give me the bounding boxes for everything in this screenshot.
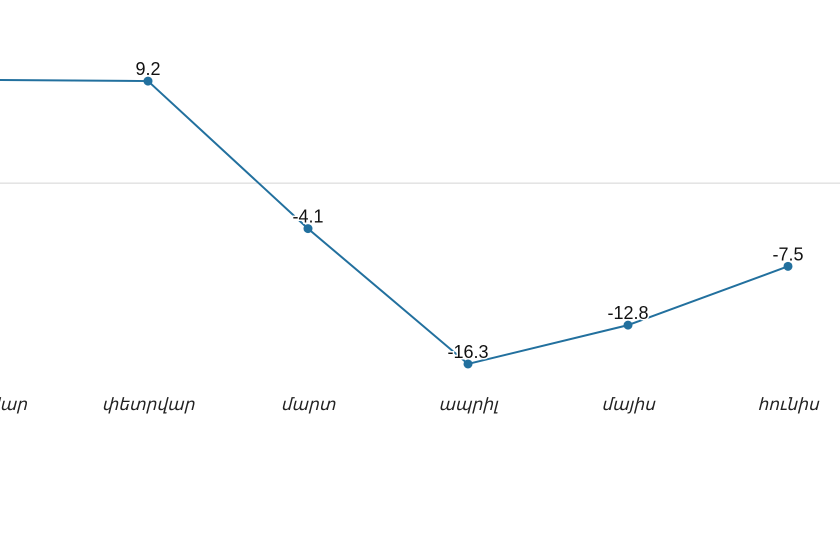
data-label: 9.2 xyxy=(135,59,160,79)
data-label: -12.8 xyxy=(607,303,648,323)
point xyxy=(783,261,793,271)
x-tick-label: փետրվար xyxy=(102,395,196,414)
x-tick-label: հունիս xyxy=(757,395,819,414)
point xyxy=(143,76,153,86)
x-tick-label: ապրիլ xyxy=(438,395,499,414)
point xyxy=(303,224,313,234)
point xyxy=(463,359,473,369)
x-tick-label: մարտ xyxy=(281,395,336,414)
point xyxy=(623,320,633,330)
data-label: -7.5 xyxy=(772,244,803,264)
line xyxy=(0,79,789,366)
data-label: -16.3 xyxy=(447,342,488,362)
data-label: 9.3 xyxy=(0,58,1,78)
x-tick-label: հունվար xyxy=(0,395,28,414)
data-label: -4.1 xyxy=(292,207,323,227)
x-tick-label: մայիս xyxy=(601,395,656,414)
